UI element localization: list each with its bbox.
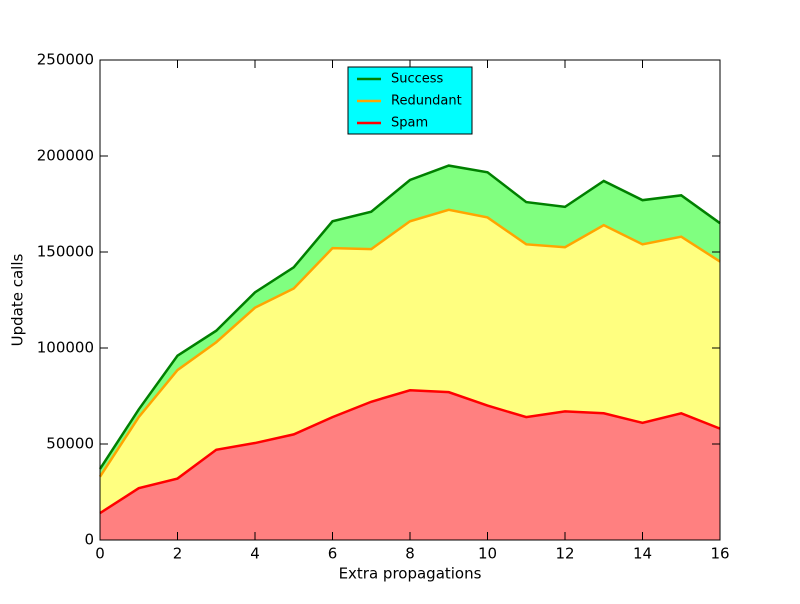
x-tick-label: 10 — [478, 545, 497, 563]
legend-label: Redundant — [391, 94, 462, 109]
x-tick-label: 0 — [95, 545, 105, 563]
x-tick-label: 12 — [555, 545, 574, 563]
y-tick-label: 150000 — [37, 243, 94, 261]
x-tick-label: 14 — [633, 545, 652, 563]
line — [98, 164, 721, 470]
y-tick-label: 50000 — [46, 435, 94, 453]
line — [99, 388, 721, 515]
legend-label: Success — [391, 72, 444, 87]
line — [98, 208, 721, 478]
x-tick-label: 16 — [710, 545, 729, 563]
legend-label: Spam — [391, 116, 428, 131]
y-axis-label: Update calls — [9, 253, 27, 346]
x-tick-label: 6 — [328, 545, 338, 563]
y-tick-label: 250000 — [37, 51, 94, 69]
x-tick-label: 2 — [173, 545, 183, 563]
x-tick-label: 4 — [250, 545, 260, 563]
y-tick-label: 200000 — [37, 147, 94, 165]
legend: Success Redundant Spam — [347, 66, 473, 135]
area — [100, 390, 720, 540]
x-tick-label: 8 — [405, 545, 415, 563]
y-tick-label: 100000 — [37, 339, 94, 357]
x-axis-label: Extra propagations — [339, 565, 482, 583]
y-tick-label: 0 — [84, 531, 94, 549]
area — [100, 209, 720, 514]
area — [100, 165, 720, 477]
